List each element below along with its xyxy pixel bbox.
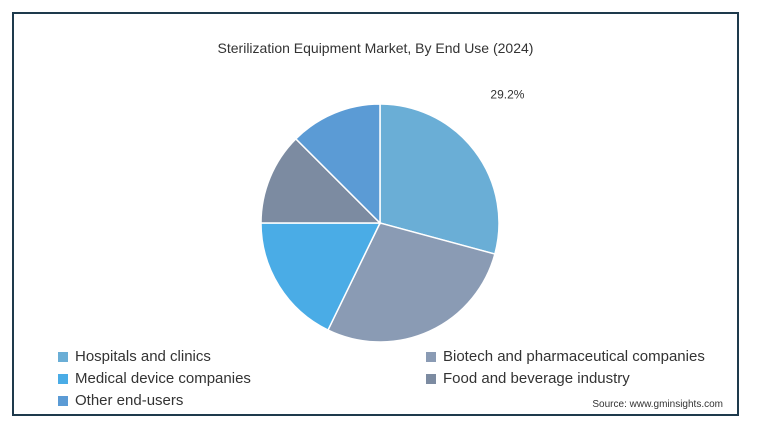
source-note: Source: www.gminsights.com (592, 399, 723, 410)
data-label: 29.2% (490, 88, 524, 102)
pie-chart: 29.2% (260, 88, 525, 343)
pie-slice-hospitals-and-clinics (379, 103, 500, 255)
chart-title: Sterilization Equipment Market, By End U… (217, 40, 534, 56)
pie-slice-medical-device-companies (260, 222, 382, 332)
chart-frame: Sterilization Equipment Market, By End U… (12, 12, 739, 416)
pie-slice-food-and-beverage-industry (260, 137, 382, 224)
pie-slice-biotech-and-pharmaceutical-companies (326, 222, 496, 343)
pie-slice-other-end-users (294, 103, 381, 225)
